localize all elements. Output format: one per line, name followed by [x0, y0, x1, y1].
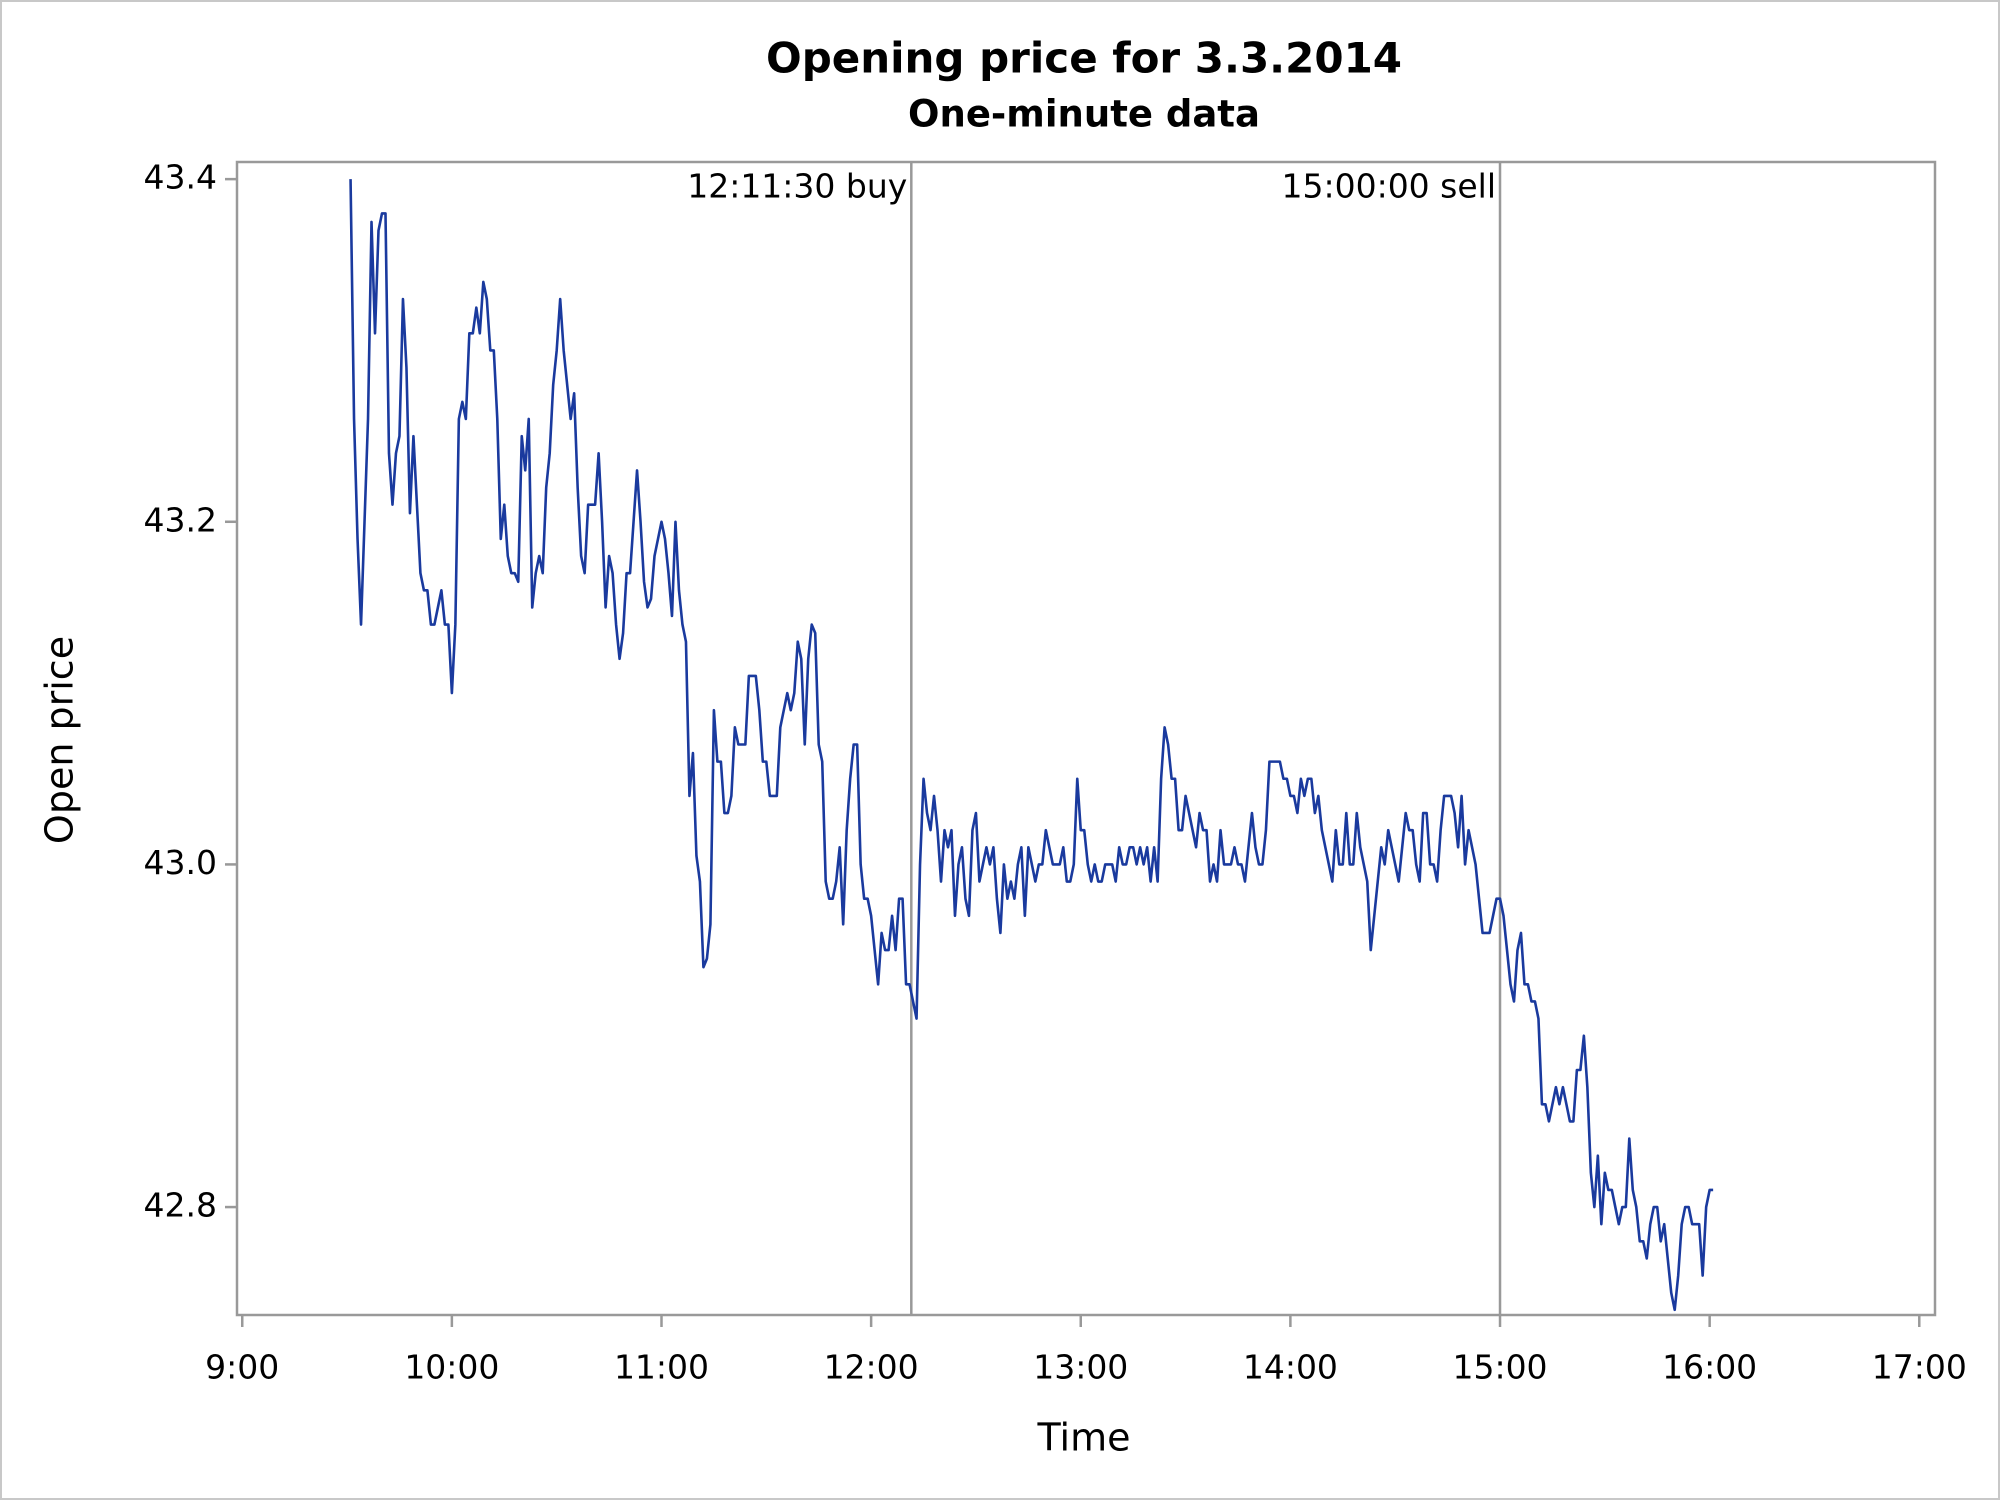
y-tick-label: 43.4	[144, 158, 217, 197]
x-tick-label: 15:00	[1452, 1348, 1547, 1387]
y-tick-label: 43.0	[144, 843, 217, 882]
x-axis-label: Time	[1037, 1416, 1131, 1460]
reference-label: 15:00:00 sell	[1281, 167, 1496, 206]
reference-label: 12:11:30 buy	[687, 167, 907, 206]
x-tick-label: 17:00	[1872, 1348, 1967, 1387]
x-tick-label: 11:00	[614, 1348, 709, 1387]
x-tick-label: 16:00	[1662, 1348, 1757, 1387]
x-tick-label: 9:00	[205, 1348, 279, 1387]
x-tick-label: 14:00	[1243, 1348, 1338, 1387]
x-tick-label: 12:00	[824, 1348, 919, 1387]
y-tick-label: 43.2	[144, 500, 217, 539]
plot-frame	[235, 160, 1937, 1317]
x-tick-label: 13:00	[1033, 1348, 1128, 1387]
chart-subtitle: One-minute data	[908, 93, 1260, 136]
x-tick-label: 10:00	[404, 1348, 499, 1387]
y-tick-label: 42.8	[144, 1186, 217, 1225]
chart-title: Opening price for 3.3.2014	[766, 34, 1402, 83]
price-line	[349, 179, 1714, 1312]
y-axis-label: Open price	[38, 636, 82, 844]
